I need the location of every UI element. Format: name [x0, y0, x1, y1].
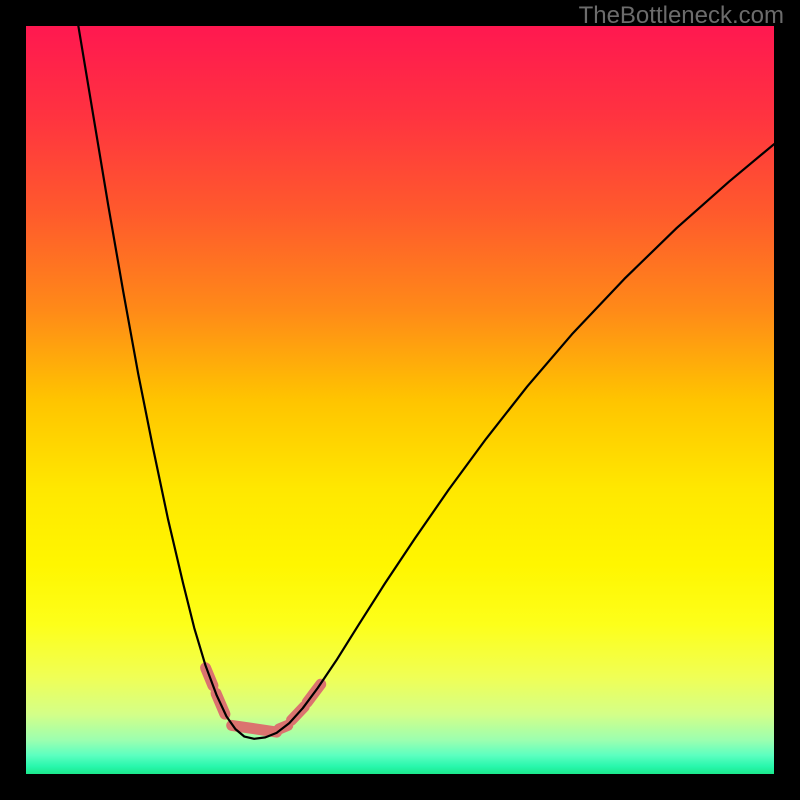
marker-segments	[206, 668, 321, 732]
plot-area	[26, 26, 774, 774]
watermark-text: TheBottleneck.com	[579, 2, 784, 30]
v-curve	[78, 26, 774, 739]
curve-layer	[26, 26, 774, 774]
